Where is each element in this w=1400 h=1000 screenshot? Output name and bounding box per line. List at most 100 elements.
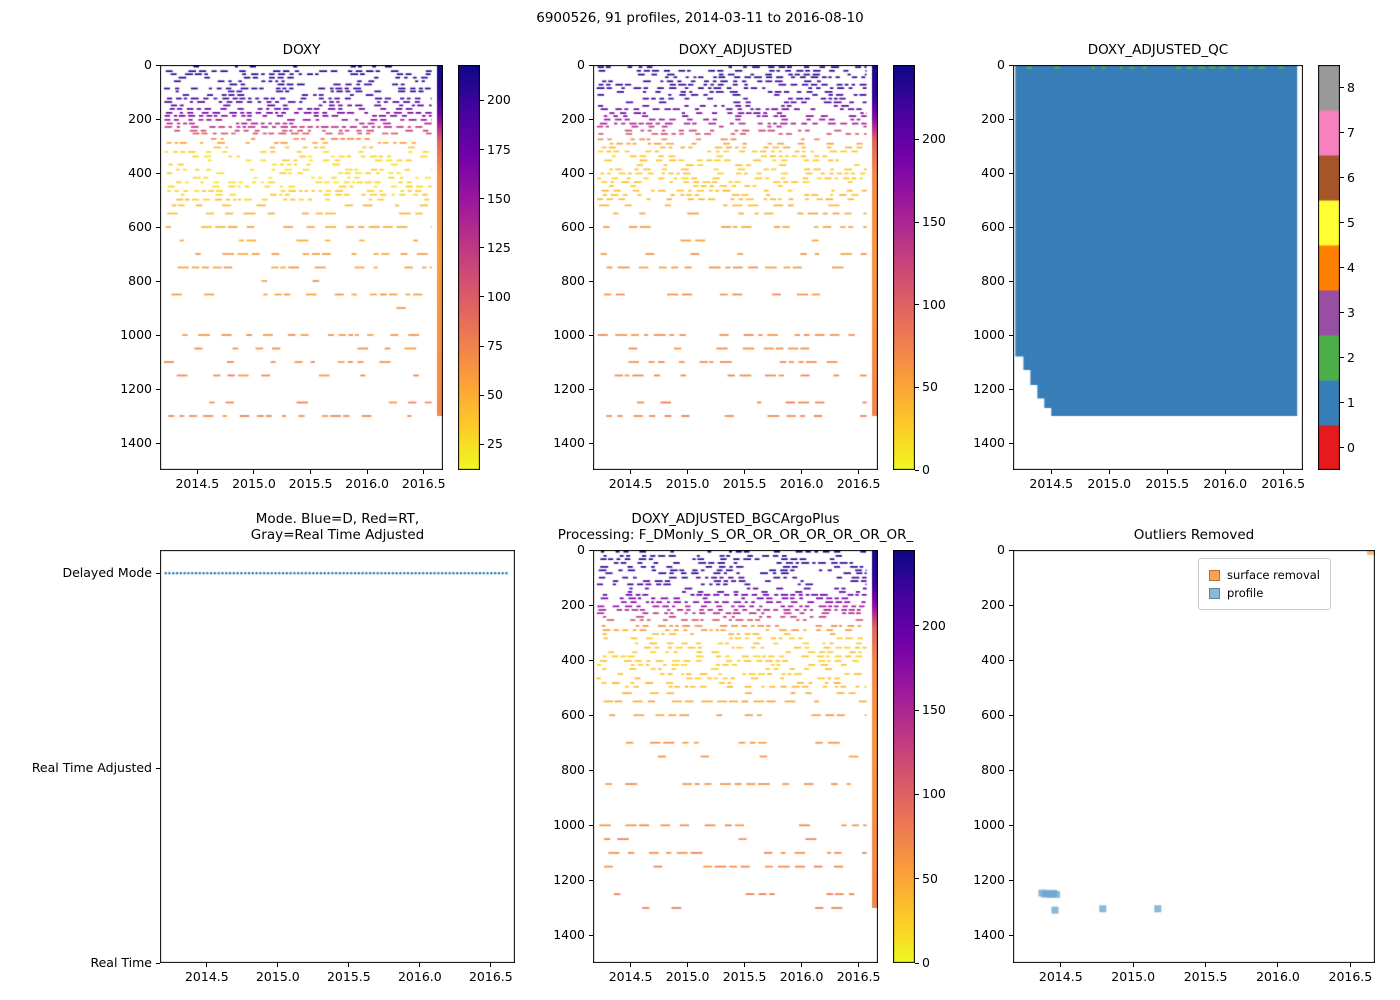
x-tick-label: 2014.5 [184,969,229,984]
doxy_adjusted_qc-title: DOXY_ADJUSTED_QC [1087,42,1229,58]
doxy_adjusted-colorbar [893,65,915,470]
tick-mark [1009,769,1013,771]
colorbar-tick-label: 200 [487,92,511,108]
colorbar-tick-label: 5 [1347,214,1355,230]
y-tick-label: 400 [981,165,1005,180]
tick-mark [156,64,160,66]
tick-mark [589,442,593,444]
colorbar-tick-label: 6 [1347,169,1355,185]
colorbar-tick-label: 1 [1347,394,1355,410]
legend-item: surface removal [1209,568,1320,582]
figure-title: 6900526, 91 profiles, 2014-03-11 to 2016… [536,10,864,26]
colorbar-tick-label: 0 [1347,439,1355,455]
y-tick-label: 800 [561,762,585,778]
tick-mark [589,769,593,771]
tick-mark [744,963,746,967]
tick-mark [915,304,919,306]
tick-mark [1009,226,1013,228]
colorbar-tick-label: 50 [922,870,938,886]
x-tick-label: 2015.5 [288,476,333,491]
tick-mark [1224,470,1226,474]
colorbar-tick-label: 150 [922,214,946,230]
colorbar-tick-label: 0 [922,955,930,970]
colorbar-tick-label: 0 [922,462,930,477]
tick-mark [589,714,593,716]
colorbar-tick-label: 25 [487,436,503,452]
tick-mark [1009,280,1013,282]
x-tick-label: 2015.5 [722,476,767,491]
colorbar-tick-label: 7 [1347,124,1355,140]
tick-mark [1009,442,1013,444]
tick-mark [589,172,593,174]
x-tick-label: 2016.5 [401,476,446,491]
y-tick-label: 800 [561,273,585,288]
tick-mark [589,879,593,881]
tick-mark [915,793,919,795]
tick-mark [589,64,593,66]
y-tick-label: 1200 [553,381,585,396]
tick-mark [156,172,160,174]
tick-mark [915,709,919,711]
tick-mark [858,470,860,474]
tick-mark [1108,470,1110,474]
tick-mark [1009,824,1013,826]
tick-mark [858,963,860,967]
x-tick-label: 2015.0 [1111,969,1156,984]
y-tick-label: 1400 [553,927,585,943]
tick-mark [1340,357,1344,358]
tick-mark [589,659,593,661]
tick-mark [915,469,919,471]
tick-mark [156,388,160,390]
tick-mark [589,334,593,336]
x-tick-label: 2016.0 [397,969,442,984]
x-tick-label: 2014.5 [175,476,220,491]
tick-mark [1009,549,1013,551]
tick-mark [156,962,160,964]
tick-mark [419,963,421,967]
tick-mark [1340,402,1344,403]
y-tick-label: 1000 [120,327,152,342]
tick-mark [1009,879,1013,881]
y-tick-label: 1000 [553,327,585,342]
y-tick-label: 0 [997,542,1005,557]
tick-mark [1060,963,1062,967]
tick-mark [589,549,593,551]
tick-mark [480,296,484,298]
doxy_adjusted_bgc-colorbar [893,550,915,963]
tick-mark [630,470,632,474]
y-category-label: Delayed Mode [62,565,152,581]
doxy_adjusted_bgc-title-line1: DOXY_ADJUSTED_BGCArgoPlus [631,511,840,527]
tick-mark [1277,963,1279,967]
y-tick-label: 800 [981,762,1005,778]
y-tick-label: 1200 [973,381,1005,396]
doxy_adjusted_bgc-plot [593,550,878,963]
y-tick-label: 200 [981,111,1005,126]
tick-mark [915,878,919,880]
y-tick-label: 1200 [553,872,585,888]
tick-mark [1349,963,1351,967]
colorbar-tick-label: 200 [922,617,946,633]
tick-mark [423,470,425,474]
x-tick-label: 2016.0 [1256,969,1300,984]
tick-mark [1340,177,1344,178]
tick-mark [156,280,160,282]
colorbar-tick-label: 75 [487,338,503,354]
y-tick-label: 0 [577,57,585,72]
doxy_adjusted-title: DOXY_ADJUSTED [678,42,793,58]
doxy-plot [160,65,443,470]
tick-mark [1340,312,1344,313]
tick-mark [915,221,919,223]
tick-mark [915,962,919,964]
y-tick-label: 1400 [973,927,1005,943]
tick-mark [589,824,593,826]
doxy_adjusted-plot [593,65,878,470]
x-tick-label: 2015.0 [665,476,710,491]
tick-mark [156,334,160,336]
tick-mark [589,118,593,120]
colorbar-tick-label: 50 [922,379,938,395]
outliers-plot [1013,550,1375,963]
y-tick-label: 1000 [973,817,1005,833]
tick-mark [480,345,484,347]
tick-mark [1009,714,1013,716]
